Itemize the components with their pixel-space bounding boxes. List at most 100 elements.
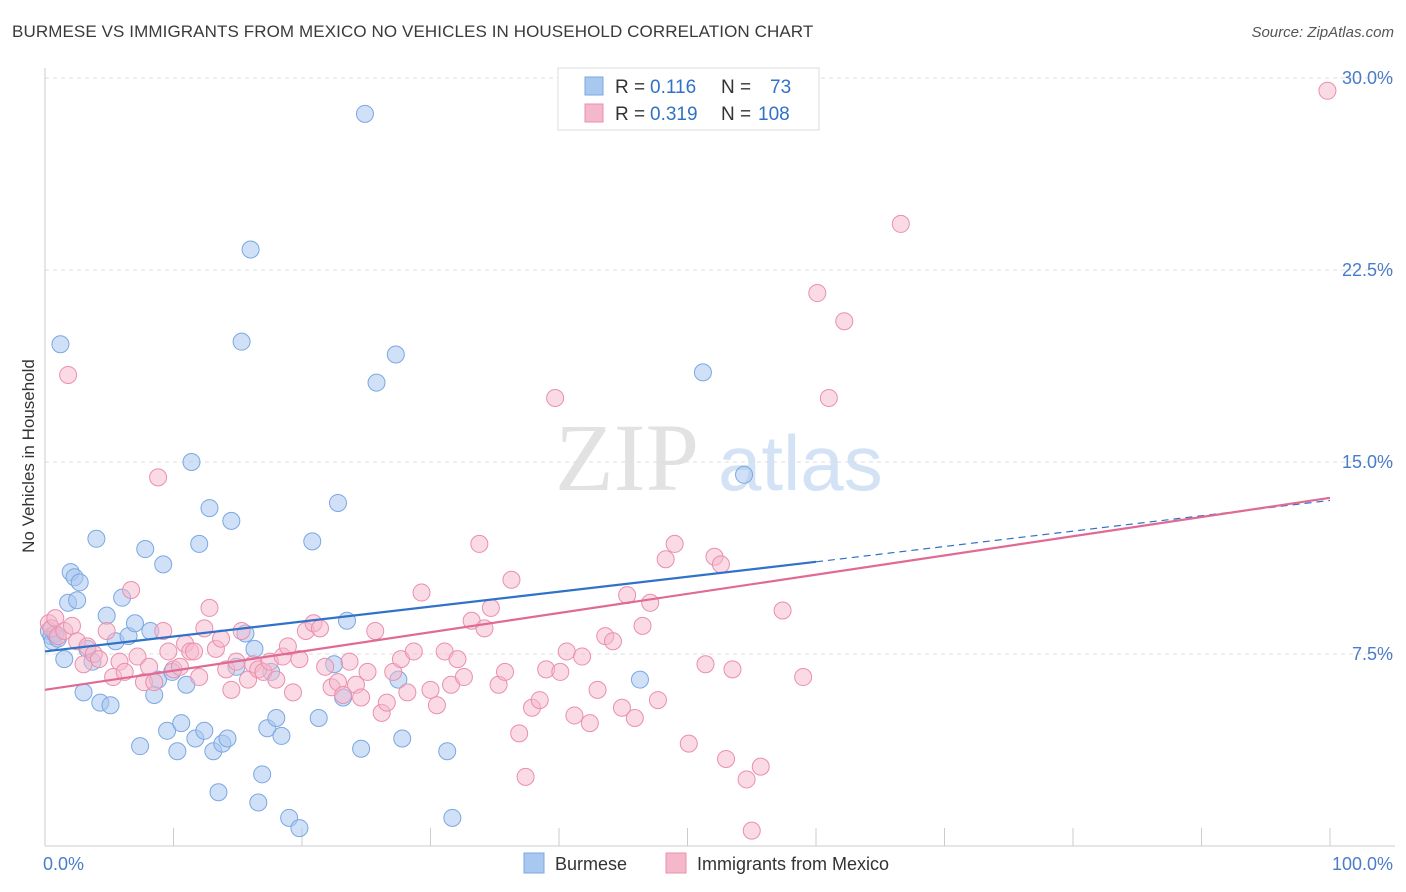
- point-burmese-49: [249, 793, 268, 812]
- point-mexico-46: [284, 683, 303, 702]
- point-mexico-68: [427, 696, 446, 715]
- point-mexico-50: [310, 619, 329, 638]
- point-mexico-96: [625, 709, 644, 727]
- point-mexico-23: [159, 642, 178, 661]
- legend-swatch-burmese: [584, 76, 604, 96]
- point-mexico-47: [290, 650, 309, 669]
- point-mexico-78: [496, 662, 515, 681]
- point-mexico-6: [62, 616, 81, 635]
- point-mexico-74: [470, 534, 489, 553]
- point-mexico-86: [551, 662, 570, 681]
- point-mexico-43: [267, 670, 286, 689]
- point-mexico-11: [89, 650, 108, 669]
- point-mexico-88: [565, 706, 584, 725]
- x-tick-labels: 0.0% 100.0%: [43, 854, 1393, 874]
- point-mexico-117: [1318, 81, 1337, 100]
- point-mexico-66: [412, 583, 431, 602]
- point-burmese-34: [182, 453, 201, 471]
- point-mexico-15: [115, 662, 134, 681]
- point-mexico-16: [122, 581, 141, 599]
- point-mexico-83: [530, 691, 549, 710]
- legend-r-value-burmese: 0.116: [650, 77, 696, 98]
- legend-n-value-burmese: 73: [770, 77, 791, 98]
- point-mexico-64: [398, 683, 417, 702]
- point-burmese-66: [386, 345, 405, 364]
- point-mexico-111: [773, 601, 792, 620]
- point-burmese-10: [68, 591, 87, 610]
- point-burmese-60: [328, 493, 347, 512]
- point-mexico-113: [808, 284, 827, 303]
- point-burmese-28: [154, 555, 173, 574]
- point-burmese-40: [209, 783, 228, 802]
- x-tick-label-0: 0.0%: [43, 854, 84, 874]
- point-burmese-29: [158, 721, 177, 740]
- trend-line-burmese-extension: [815, 499, 1331, 563]
- point-mexico-67: [421, 680, 440, 699]
- point-mexico-116: [891, 214, 910, 233]
- x-tick-label-1: 100.0%: [1332, 854, 1393, 874]
- point-mexico-45: [278, 637, 297, 656]
- point-burmese-58: [309, 709, 328, 727]
- point-burmese-22: [125, 614, 144, 633]
- point-mexico-57: [352, 688, 371, 707]
- point-mexico-81: [516, 767, 535, 786]
- point-mexico-59: [366, 621, 385, 640]
- point-mexico-110: [751, 757, 770, 776]
- point-mexico-97: [633, 616, 652, 635]
- point-burmese-47: [241, 240, 260, 259]
- point-mexico-106: [717, 749, 736, 768]
- point-mexico-89: [573, 647, 592, 666]
- legend-r-label-burmese: R =: [615, 77, 645, 98]
- point-burmese-54: [272, 726, 291, 745]
- point-burmese-5: [51, 335, 70, 354]
- point-mexico-55: [340, 652, 359, 671]
- point-mexico-51: [316, 657, 335, 676]
- bottom-legend-label-burmese: Burmese: [555, 854, 627, 874]
- series-mexico-points: [39, 81, 1337, 840]
- axes: [44, 68, 1395, 847]
- point-mexico-79: [502, 570, 521, 589]
- point-mexico-103: [696, 655, 715, 674]
- point-mexico-35: [222, 680, 241, 699]
- legend-n-label-mexico: N =: [721, 104, 751, 125]
- y-tick-labels: 7.5% 15.0% 22.5% 30.0%: [1342, 68, 1393, 664]
- point-mexico-28: [185, 642, 204, 661]
- point-burmese-32: [172, 714, 191, 733]
- point-burmese-57: [303, 532, 322, 551]
- point-burmese-65: [367, 373, 386, 392]
- point-burmese-72: [693, 363, 712, 382]
- point-mexico-58: [358, 662, 377, 681]
- trend-line-mexico: [44, 496, 1331, 691]
- point-mexico-12: [97, 621, 116, 640]
- point-mexico-80: [510, 724, 529, 743]
- bottom-legend-label-mexico: Immigrants from Mexico: [697, 854, 889, 874]
- y-tick-label-0: 7.5%: [1352, 644, 1393, 664]
- point-burmese-70: [443, 808, 462, 827]
- point-mexico-98: [641, 593, 660, 612]
- legend-r-label-mexico: R =: [615, 104, 645, 125]
- chart-title: BURMESE VS IMMIGRANTS FROM MEXICO NO VEH…: [12, 22, 814, 41]
- point-burmese-63: [352, 739, 371, 758]
- point-mexico-91: [588, 680, 607, 699]
- point-mexico-102: [679, 734, 698, 753]
- point-burmese-43: [222, 511, 241, 530]
- point-burmese-36: [190, 534, 209, 553]
- y-tick-label-3: 30.0%: [1342, 68, 1393, 88]
- point-burmese-18: [101, 696, 120, 715]
- trend-lines: [44, 496, 1331, 691]
- point-burmese-24: [136, 540, 155, 559]
- point-mexico-90: [580, 714, 599, 733]
- legend-n-label-burmese: N =: [721, 77, 751, 98]
- point-mexico-25: [170, 657, 189, 676]
- point-mexico-108: [737, 770, 756, 789]
- point-burmese-56: [290, 819, 309, 838]
- legend-swatch-mexico: [584, 103, 604, 123]
- point-mexico-112: [794, 668, 813, 687]
- y-axis-label: No Vehicles in Household: [19, 359, 38, 553]
- point-burmese-64: [355, 104, 374, 123]
- point-mexico-100: [656, 550, 675, 569]
- point-mexico-17: [128, 647, 147, 666]
- bottom-legend-swatch-mexico: [665, 852, 687, 874]
- trend-line-burmese: [44, 560, 817, 653]
- point-burmese-48: [245, 639, 264, 658]
